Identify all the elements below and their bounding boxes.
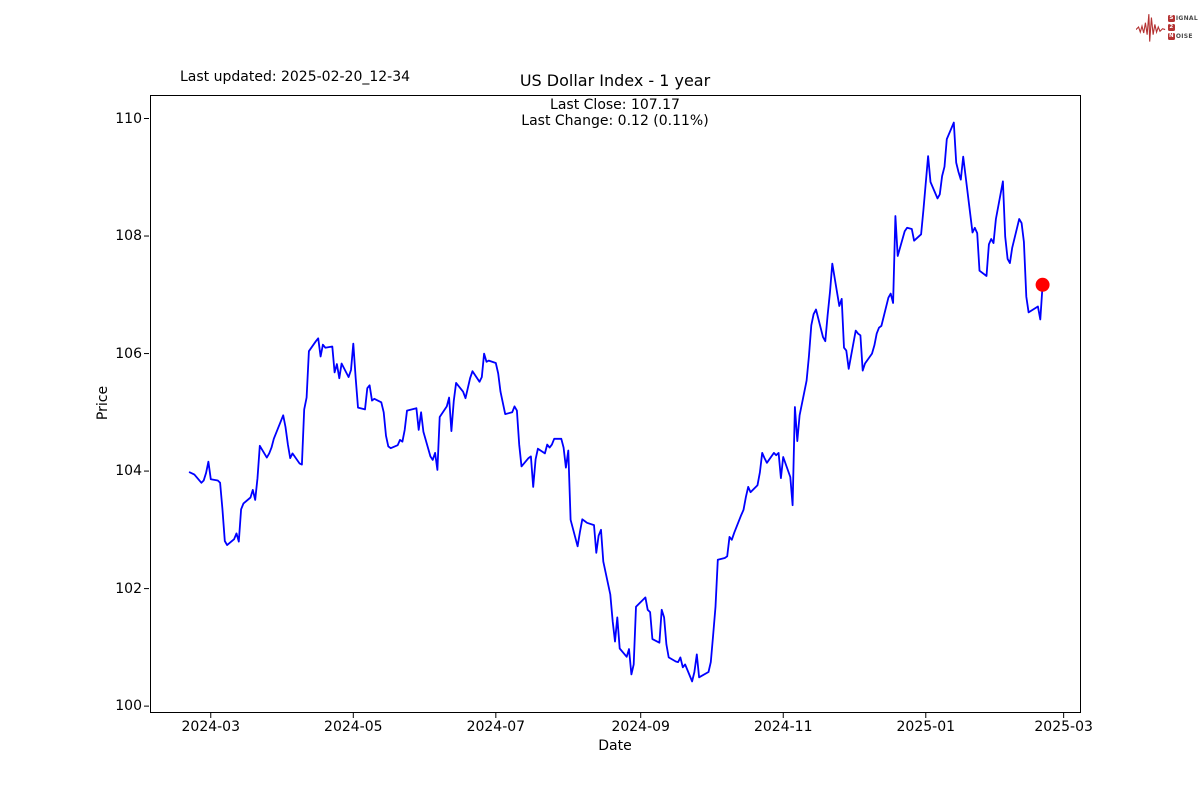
x-tick-label: 2024-07 — [466, 719, 526, 735]
y-tick-label: 102 — [115, 580, 142, 597]
x-tick-label: 2025-01 — [896, 719, 956, 735]
plot-area — [150, 95, 1081, 713]
logo-text-noise: N OISE — [1167, 32, 1193, 40]
y-tick-label: 100 — [115, 698, 142, 715]
logo-text-two: 2 — [1167, 23, 1198, 31]
y-axis-label: Price — [95, 385, 111, 421]
chart-title: US Dollar Index - 1 year — [519, 71, 711, 90]
logo-letter-n-badge: N — [1167, 32, 1175, 40]
logo-letter-2-badge: 2 — [1167, 23, 1175, 31]
x-tick-label: 2024-03 — [181, 719, 241, 735]
logo-letter-s-badge: S — [1167, 14, 1175, 22]
logo-waveform-icon — [1136, 14, 1166, 42]
y-tick-label: 106 — [115, 345, 142, 362]
signal2noise-logo: S IGNAL 2 N OISE — [1136, 6, 1198, 48]
logo-text-signal: S IGNAL — [1167, 14, 1198, 22]
x-tick-label: 2024-09 — [611, 719, 670, 735]
logo-text: S IGNAL 2 N OISE — [1167, 14, 1198, 40]
last-updated-text: Last updated: 2025-02-20_12-34 — [180, 69, 411, 85]
y-tick-label: 104 — [115, 463, 142, 480]
x-axis-label: Date — [598, 738, 632, 754]
x-tick-label: 2025-03 — [1034, 719, 1093, 735]
y-tick-label: 108 — [115, 228, 142, 245]
x-tick-label: 2024-05 — [324, 719, 383, 735]
subtitle-last-close: Last Close: 107.17 — [550, 97, 680, 113]
x-tick-label: 2024-11 — [753, 719, 813, 735]
y-tick-label: 110 — [115, 110, 142, 127]
